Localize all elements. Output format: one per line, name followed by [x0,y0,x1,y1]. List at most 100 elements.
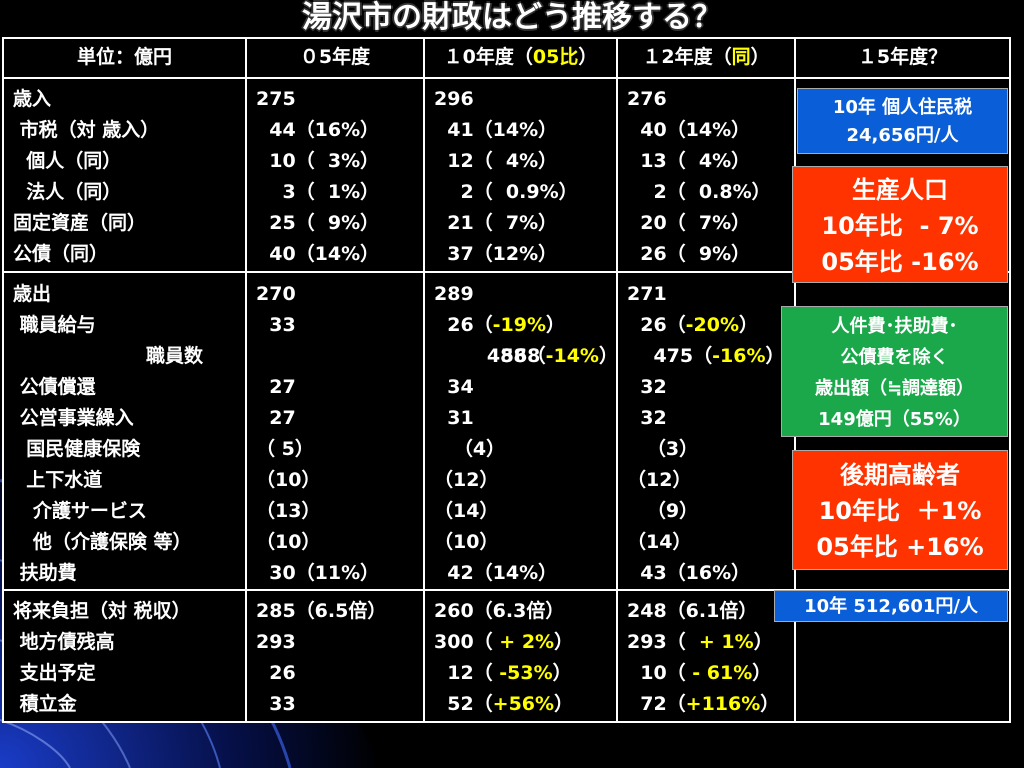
cell-line: 260（6.3倍） [434,600,565,622]
cell-line: 72（+116%） [627,689,779,720]
cell-line: 2（ 0.8%） [627,181,771,203]
cell-line: 27 [256,407,296,429]
text-segment: -14% [545,345,599,367]
cell-line: 30（11%） [256,562,380,584]
text-segment: １5年度？ [857,46,948,68]
cell-line: 44（16%） [256,119,380,141]
note-line: 24,656円/人 [846,125,959,146]
cell-line: 40（14%） [627,119,751,141]
text-segment: - 61% [685,662,753,684]
note-line: 10年 512,601円/人 [804,596,978,617]
cell-line: 国民健康保険 [13,438,141,460]
note-line: 生産人口 [852,175,948,204]
text-segment: 52（ [434,693,493,715]
cell-line: 将来負担（対 税収） [13,600,191,622]
text-segment: 同 [731,46,751,68]
text-segment: ） [598,345,618,367]
text-segment: 26（ [627,314,686,336]
text-segment: + 1% [698,631,754,653]
text-segment: 05比 [532,46,579,68]
text-segment: ） [554,631,574,653]
text-segment: ） [750,46,770,68]
cell-line: 293 [256,631,296,653]
cell-line: 31 [434,407,474,429]
cell-line: 公債償還 [13,376,96,398]
text-segment: ） [552,662,572,684]
text-segment: 12（ [434,662,493,684]
note-line: 05年比 -16% [821,247,979,276]
text-segment: １2年度（ [642,46,732,68]
text-segment: １0年度（ [443,46,533,68]
header-cell: ０5年度 [246,42,424,73]
cell-line: 13（ 4%） [627,150,751,172]
text-segment: 10（ [627,662,686,684]
cell-line: 歳出 [13,283,52,305]
note-line: 10年比 - 7% [821,211,979,240]
text-segment: -16% [712,345,766,367]
text-segment: ） [753,631,773,653]
cell-line: 10（ - 61%） [627,658,771,689]
cell-line: （14） [434,500,499,522]
cell-line: 52（+56%） [434,689,573,720]
cell-line: 歳入 [13,88,52,110]
cell-line: 34 [434,376,474,398]
note-line: 公債費を除く [840,346,949,368]
note-line: 05年比 +16% [816,533,984,561]
header-cell: １0年度（05比） [424,42,617,73]
cell-line: 積立金 [13,693,77,715]
cell-line: 他（介護保険 等） [13,531,192,553]
cell-line: （10） [434,531,499,553]
cell-line: 上下水道 [13,469,103,491]
cell-line: （14） [627,531,692,553]
cell-line: 270 [256,283,296,305]
cell-line: 公債（同） [13,243,109,265]
cell-line: 法人（同） [13,181,122,203]
cell-line: 地方債残高 [13,631,115,653]
header-cell: １2年度（同） [617,42,795,73]
cell-line: 289 [434,283,474,305]
cell-line: 300（ + 2%） [434,627,573,658]
cell-line: 26 [256,662,296,684]
cell-line: （ 5） [256,438,314,460]
note-line: 歳出額（≒調達額） [814,377,975,399]
cell-line: （3） [627,438,699,460]
cell-line: 職員数 [13,345,204,367]
text-segment: ） [765,345,785,367]
note-line: 後期高齢者 [840,461,960,489]
note-box: 後期高齢者 10年比 ＋1% 05年比 +16% [792,450,1008,570]
text-segment: -20% [685,314,740,336]
cell-line: 275 [256,88,296,110]
cell-line: 市税（対 歳入） [13,119,160,141]
note-line: 10年比 ＋1% [818,497,982,525]
header-cell: 単位：億円 [3,42,246,73]
cell-line: 41（14%） [434,119,558,141]
cell-line: 固定資産（同） [13,212,147,234]
cell-line: 職員給与 [13,314,96,336]
cell-line: 33 [256,693,296,715]
cell-line: 20（ 7%） [627,212,751,234]
text-segment: +116% [685,693,761,715]
text-segment: ０5年度 [299,46,371,68]
cell-line: 475（-16%） [627,341,785,372]
slide-title: 湯沢市の財政はどう推移する？ [302,0,722,35]
cell-line: 12（ 4%） [434,150,558,172]
cell-line: 37（12%） [434,243,558,265]
cell-line: 公営事業繰入 [13,407,134,429]
text-segment: +56% [492,693,555,715]
cell-line: 276 [627,88,667,110]
text-segment: ） [752,662,772,684]
cell-line: 285（6.5倍） [256,600,387,622]
note-box: 10年 個人住民税 24,656円/人 [797,88,1008,154]
cell-line: （13） [256,500,321,522]
note-line: 人件費･扶助費･ [831,315,958,337]
cell-line: 26（-19%） [434,310,565,341]
text-segment: -53% [492,662,553,684]
cell-line: 568 [256,345,541,367]
note-line: 149億円（55%） [818,408,971,430]
text-segment: ） [760,693,780,715]
cell-line: （12） [434,469,499,491]
cell-line: （12） [627,469,692,491]
text-segment: 293（ [627,631,699,653]
cell-line: 12（ -53%） [434,658,572,689]
note-line: 10年 個人住民税 [832,97,973,118]
